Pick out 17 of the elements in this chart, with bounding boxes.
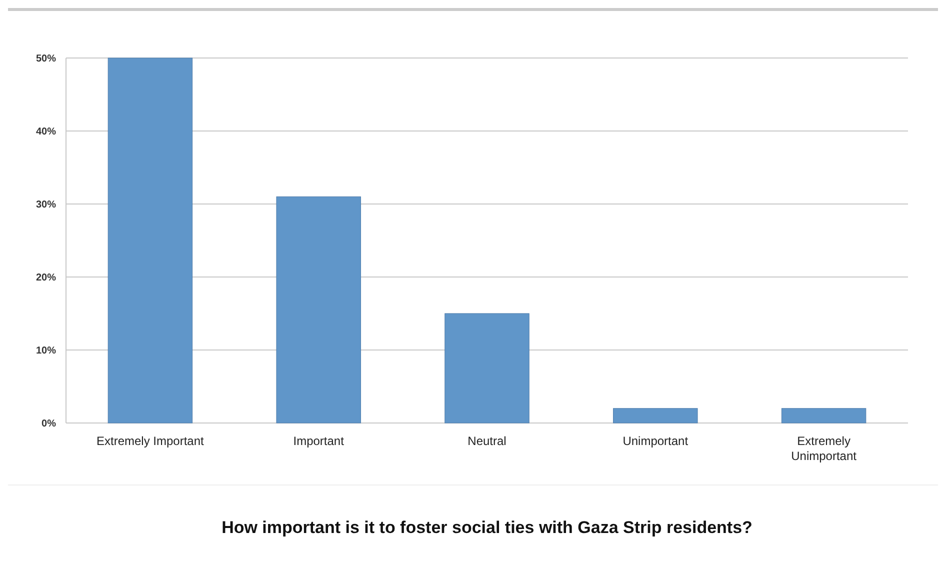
x-tick-label: Important: [293, 434, 345, 448]
bar: [781, 408, 866, 424]
x-tick-label: Neutral: [468, 434, 506, 448]
x-tick-label: Extremely Important: [96, 434, 205, 448]
bar: [276, 196, 361, 424]
y-tick-label: 20%: [36, 272, 56, 284]
y-tick-label: 40%: [36, 126, 56, 138]
x-tick-label: Unimportant: [622, 434, 689, 448]
text: How important is it to foster social ties with Gaza Strip residents?: [222, 518, 752, 537]
bar: [108, 58, 193, 424]
bar: [444, 313, 530, 424]
y-tick-label: 10%: [36, 346, 56, 356]
y-tick-label: 50%: [36, 54, 56, 64]
y-tick-label: 30%: [36, 200, 56, 210]
y-tick-label: 0%: [42, 418, 56, 430]
bar: [613, 408, 698, 424]
x-tick-label: Extremely Unimportant: [791, 434, 858, 463]
